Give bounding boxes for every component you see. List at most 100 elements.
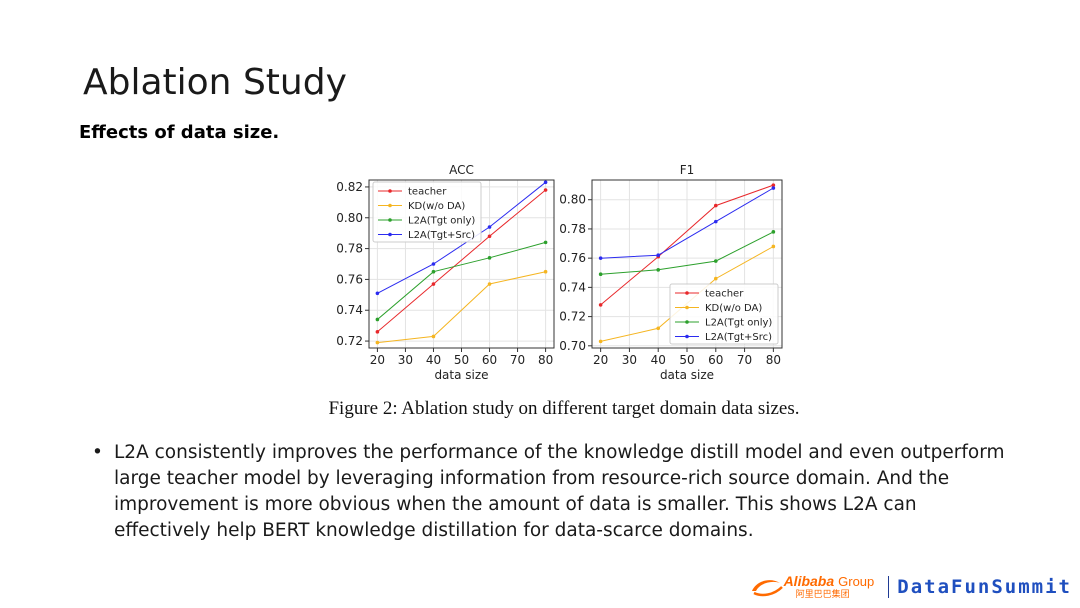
chart1-legend-label-2: L2A(Tgt only) xyxy=(705,318,772,329)
chart1-x-tick-label: 60 xyxy=(708,353,723,367)
chart0-legend-marker-1 xyxy=(388,203,392,208)
chart1-x-tick-label: 50 xyxy=(679,353,694,367)
chart1-series-1-point xyxy=(598,339,603,344)
chart0-legend-marker-0 xyxy=(388,189,392,193)
chart1-legend-label-3: L2A(Tgt+Src) xyxy=(705,332,772,343)
chart1-series-3-point xyxy=(713,219,718,224)
alibaba-name: Alibaba xyxy=(783,572,835,589)
chart0-x-tick-label: 40 xyxy=(426,353,441,367)
alibaba-cn-name: 阿里巴巴集团 xyxy=(795,588,850,599)
slide-title: Ablation Study xyxy=(83,62,347,103)
chart1-series-3-point xyxy=(656,253,661,258)
chart0-series-2-point xyxy=(431,269,436,274)
acc-chart: ACC 20 30 40 50 60 70 80 0.72 0.74 0.76 0.78 0.80 0.8… xyxy=(336,163,555,382)
chart0-x-tick-label: 80 xyxy=(538,353,553,367)
chart0-legend-marker-3 xyxy=(388,232,392,237)
chart0-series-1-point xyxy=(543,269,548,274)
chart0-x-tick-label: 70 xyxy=(510,353,525,367)
chart0-series-0-point xyxy=(543,188,548,192)
chart0-x-tick-label: 30 xyxy=(398,353,413,367)
chart0-series-3-point xyxy=(375,291,380,296)
chart0-series-3-point xyxy=(543,180,548,185)
alibaba-group: Group xyxy=(838,573,875,589)
chart1-x-tick-label: 70 xyxy=(737,353,752,367)
chart0-legend-label-0: teacher xyxy=(408,187,447,198)
chart1-legend-marker-1 xyxy=(685,305,689,310)
chart1-y-tick-label: 0.70 xyxy=(559,339,586,353)
chart1-series-1-point xyxy=(656,326,661,331)
chart0-title: ACC xyxy=(449,163,474,177)
footer-divider xyxy=(888,576,890,598)
chart0-legend-label-3: L2A(Tgt+Src) xyxy=(408,230,475,241)
chart1-series-1-point xyxy=(771,244,776,249)
chart0-x-tick-label: 20 xyxy=(370,353,385,367)
f1-chart: F1 20 30 40 50 60 70 80 0.70 0.72 0.74 0.76 0.78 0.80… xyxy=(559,163,783,382)
chart1-series-0-point xyxy=(713,203,718,208)
chart1-x-tick-label: 20 xyxy=(593,353,608,367)
chart1-y-tick-label: 0.76 xyxy=(559,251,586,265)
chart1-legend-label-0: teacher xyxy=(705,289,744,300)
chart0-series-1-point xyxy=(431,334,436,339)
chart0-series-2-point xyxy=(487,256,492,260)
chart1-series-2-point xyxy=(598,272,603,277)
bullet-text: L2A consistently improves the performanc… xyxy=(114,442,1005,541)
chart1-series-1-point xyxy=(713,276,718,281)
chart1-y-tick-label: 0.78 xyxy=(559,222,586,236)
chart1-y-tick-label: 0.74 xyxy=(559,280,586,294)
datafun-logo: DataFunSummit xyxy=(897,576,1072,598)
chart0-legend-label-1: KD(w/o DA) xyxy=(408,201,465,212)
chart1-y-tick-label: 0.80 xyxy=(559,193,586,207)
chart0-series-0-point xyxy=(487,234,492,239)
bullet-marker: • xyxy=(92,442,103,463)
chart1-series-2-point xyxy=(656,268,661,272)
chart0-x-tick-label: 50 xyxy=(454,353,469,367)
chart0-y-tick-label: 0.80 xyxy=(336,211,363,225)
chart0-legend-marker-2 xyxy=(388,218,392,222)
chart1-series-line-0 xyxy=(600,184,774,306)
footer-logos: Alibaba Group 阿里巴巴集团 DataFunSummit xyxy=(750,572,1072,602)
chart1-series-2-point xyxy=(771,230,776,234)
chart0-y-tick-label: 0.74 xyxy=(336,303,363,317)
chart0-series-2-point xyxy=(375,317,380,322)
chart1-series-line-3 xyxy=(600,187,774,259)
chart0-x-tick-label: 60 xyxy=(482,353,497,367)
chart1-series-0-point xyxy=(598,303,603,307)
chart1-series-line-2 xyxy=(600,231,774,275)
chart1-x-tick-label: 40 xyxy=(651,353,666,367)
chart1-legend-box xyxy=(669,283,779,345)
chart1-legend-marker-3 xyxy=(685,334,689,339)
chart0-series-line-1 xyxy=(377,271,546,344)
chart1-y-tick-label: 0.72 xyxy=(559,310,586,324)
alibaba-swoosh-icon xyxy=(751,580,783,597)
chart0-y-tick-label: 0.78 xyxy=(336,242,363,256)
chart1-title: F1 xyxy=(680,163,695,177)
chart0-series-1-point xyxy=(375,340,380,345)
chart1-legend-marker-2 xyxy=(685,320,689,324)
chart1-series-3-point xyxy=(771,186,776,190)
chart1-x-tick-label: 30 xyxy=(622,353,637,367)
chart1-series-0-point xyxy=(771,183,776,187)
chart0-legend-box xyxy=(372,181,482,243)
chart0-series-3-point xyxy=(431,262,436,266)
chart0-series-1-point xyxy=(487,282,492,286)
chart0-series-0-point xyxy=(431,282,436,286)
alibaba-logo: Alibaba Group 阿里巴巴集团 xyxy=(750,572,875,600)
chart0-series-line-0 xyxy=(377,189,546,333)
chart0-legend-label-2: L2A(Tgt only) xyxy=(408,216,475,227)
chart1-legend-marker-0 xyxy=(685,291,689,295)
chart1-legend-label-1: KD(w/o DA) xyxy=(705,303,762,314)
chart0-series-0-point xyxy=(375,330,380,334)
chart0-series-3-point xyxy=(487,225,492,229)
chart1-x-tick-label: 80 xyxy=(766,353,781,367)
chart0-series-2-point xyxy=(543,240,548,245)
chart0-series-line-2 xyxy=(377,241,546,320)
slide-subtitle: Effects of data size. xyxy=(79,122,280,143)
chart1-series-3-point xyxy=(598,256,603,260)
chart0-y-tick-label: 0.76 xyxy=(336,272,363,286)
chart0-y-tick-label: 0.82 xyxy=(336,180,363,194)
chart1-x-axis-label: data size xyxy=(660,368,714,382)
figure-caption: Figure 2: Ablation study on different ta… xyxy=(328,398,800,419)
chart0-x-axis-label: data size xyxy=(434,368,488,382)
chart0-y-tick-label: 0.72 xyxy=(336,334,363,348)
chart0-series-line-3 xyxy=(377,181,546,294)
